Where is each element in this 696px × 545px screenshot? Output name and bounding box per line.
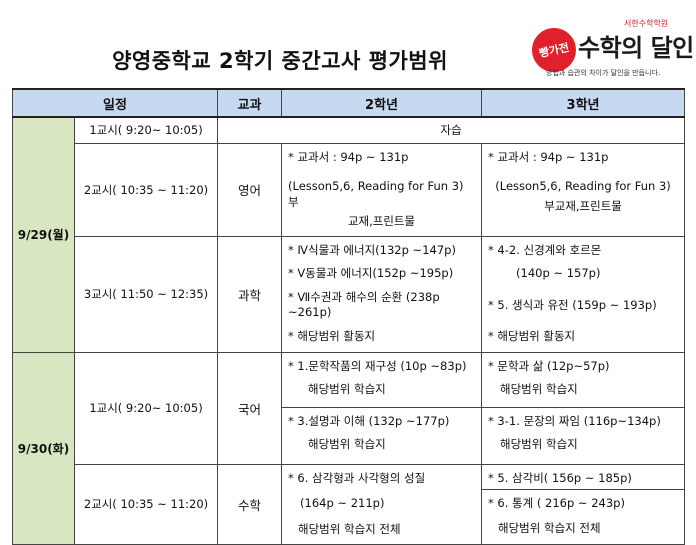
scope-line: 부교재,프린트물 xyxy=(544,198,622,213)
scope-line: * 문학과 삶 (12p~57p) xyxy=(488,358,610,373)
scope-line: * 5. 삼각비( 156p ~ 185p) xyxy=(488,470,632,485)
logo-academy-name: 서한수학학원 xyxy=(624,19,669,28)
table-row: 3교시( 11:50 ~ 12:35) 과학 * Ⅳ식물과 에너지(132p ~… xyxy=(13,235,686,353)
scope-line: * 교과서 : 94p ~ 131p xyxy=(288,149,409,164)
scope-line: * 6. 통계 ( 216p ~ 243p) xyxy=(488,495,625,510)
period-cell: 2교시( 10:35 ~ 11:20) xyxy=(73,142,219,237)
scope-line: 해당범위 학습지 xyxy=(500,437,578,452)
scope-line: (Lesson5,6, Reading for Fun 3) xyxy=(495,179,671,194)
scope-block: * 1.문학작품의 재구성 (10p ~83p) 해당범위 학습지 xyxy=(282,353,482,408)
scope-line: (164p ~ 211p) xyxy=(300,496,385,511)
scope-line: (Lesson5,6, Reading for Fun 3) 부 xyxy=(288,179,479,209)
scope-line: 해당범위 학습지 xyxy=(500,382,578,397)
logo-slogan: 방법과 습관의 차이가 달인을 만듭니다. xyxy=(546,69,661,77)
subject-cell: 수학 xyxy=(217,463,283,545)
scope-line: (140p ~ 157p) xyxy=(516,266,601,281)
scope-block: * 3-1. 문장의 짜임 (116p~134p) 해당범위 학습지 xyxy=(482,408,684,459)
table-row: 9/29(월) 1교시( 9:20~ 10:05) 자습 xyxy=(12,116,686,353)
scope-block: * 5. 삼각비( 156p ~ 185p) xyxy=(482,465,685,490)
scope-block: * 문학과 삶 (12p~57p) 해당범위 학습지 xyxy=(482,353,685,408)
scope-line: 해당범위 학습지 전체 xyxy=(498,521,601,536)
scope-line: * 3.설명과 이해 (132p ~177p) xyxy=(288,413,450,428)
grade3-scope: * 문학과 삶 (12p~57p) 해당범위 학습지 * 3-1. 문장의 짜임… xyxy=(481,351,686,465)
grade3-scope: * 교과서 : 94p ~ 131p (Lesson5,6, Reading f… xyxy=(481,142,686,237)
header-schedule: 일정 xyxy=(11,88,219,118)
scope-line: * Ⅴ동물과 에너지(152p ~195p) xyxy=(288,266,454,281)
grade2-scope: * 1.문학작품의 재구성 (10p ~83p) 해당범위 학습지 * 3.설명… xyxy=(281,351,483,465)
table-header-row: 일정 교과 2학년 3학년 xyxy=(11,88,686,118)
header-subject: 교과 xyxy=(217,88,283,118)
header-grade3: 3학년 xyxy=(481,88,686,118)
subject-cell: 과학 xyxy=(217,235,283,353)
date-cell: 9/30(화) xyxy=(12,351,75,545)
period-cell: 2교시( 10:35 ~ 11:20) xyxy=(73,463,219,545)
scope-line: 해당범위 학습지 전체 xyxy=(298,521,401,536)
scope-block: * 6. 통계 ( 216p ~ 243p) 해당범위 학습지 전체 xyxy=(482,490,684,543)
grade2-scope: * 6. 삼각형과 사각형의 성질 (164p ~ 211p) 해당범위 학습지… xyxy=(281,463,483,545)
grade3-scope: * 5. 삼각비( 156p ~ 185p) * 6. 통계 ( 216p ~ … xyxy=(481,463,686,545)
scope-line: 해당범위 학습지 xyxy=(308,437,386,452)
scope-line: * 해당범위 활동지 xyxy=(288,328,376,343)
scope-line: * 해당범위 활동지 xyxy=(488,329,576,344)
scope-line: * Ⅳ식물과 에너지(132p ~147p) xyxy=(288,242,456,257)
scope-line: * 1.문학작품의 재구성 (10p ~83p) xyxy=(288,358,467,373)
page-title: 양영중학교 2학기 중간고사 평가범위 xyxy=(112,49,448,73)
date-cell: 9/29(월) xyxy=(12,116,75,353)
table-row: 2교시( 10:35 ~ 11:20) 수학 * 6. 삼각형과 사각형의 성질… xyxy=(13,463,686,545)
header-grade2: 2학년 xyxy=(281,88,483,118)
scope-line: * 3-1. 문장의 짜임 (116p~134p) xyxy=(488,413,661,428)
scope-line: * 6. 삼각형과 사각형의 성질 xyxy=(288,470,426,485)
grade2-scope: * 교과서 : 94p ~ 131p (Lesson5,6, Reading f… xyxy=(281,142,483,237)
subject-cell: 국어 xyxy=(217,351,283,465)
scope-line: ~261p) xyxy=(288,305,332,320)
period-cell: 1교시( 9:20~ 10:05) xyxy=(73,116,219,144)
scope-block: * 3.설명과 이해 (132p ~177p) 해당범위 학습지 xyxy=(282,408,481,459)
scope-line: * 4-2. 신경계와 호르몬 xyxy=(488,242,602,257)
academy-logo: 서한수학학원 빵가전 수학의 달인 방법과 습관의 차이가 달인을 만듭니다. xyxy=(527,12,694,82)
subject-cell: 영어 xyxy=(217,142,283,237)
exam-scope-table: 일정 교과 2학년 3학년 9/29(월) 1교시( 9:20~ 10:05) … xyxy=(11,88,686,545)
period-cell: 1교시( 9:20~ 10:05) xyxy=(73,351,219,465)
table-row: 9/30(화) 1교시( 9:20~ 10:05) 국어 * 1.문학작품의 재… xyxy=(12,351,686,545)
grade3-scope: * 4-2. 신경계와 호르몬 (140p ~ 157p) * 5. 생식과 유… xyxy=(481,235,686,353)
logo-brand: 수학의 달인 xyxy=(578,34,694,62)
scope-line: 해당범위 학습지 xyxy=(308,382,386,397)
scope-line: * 교과서 : 94p ~ 131p xyxy=(488,149,609,164)
self-study-cell: 자습 xyxy=(217,116,686,144)
scope-line: * 5. 생식과 유전 (159p ~ 193p) xyxy=(488,297,657,312)
table-row: 2교시( 10:35 ~ 11:20) 영어 * 교과서 : 94p ~ 131… xyxy=(13,142,686,237)
grade2-scope: * Ⅳ식물과 에너지(132p ~147p) * Ⅴ동물과 에너지(152p ~… xyxy=(281,235,483,353)
scope-line: 교재,프린트물 xyxy=(347,214,416,229)
scope-line: * Ⅶ수권과 해수의 순환 (238p xyxy=(288,289,440,304)
period-cell: 3교시( 11:50 ~ 12:35) xyxy=(73,235,219,353)
